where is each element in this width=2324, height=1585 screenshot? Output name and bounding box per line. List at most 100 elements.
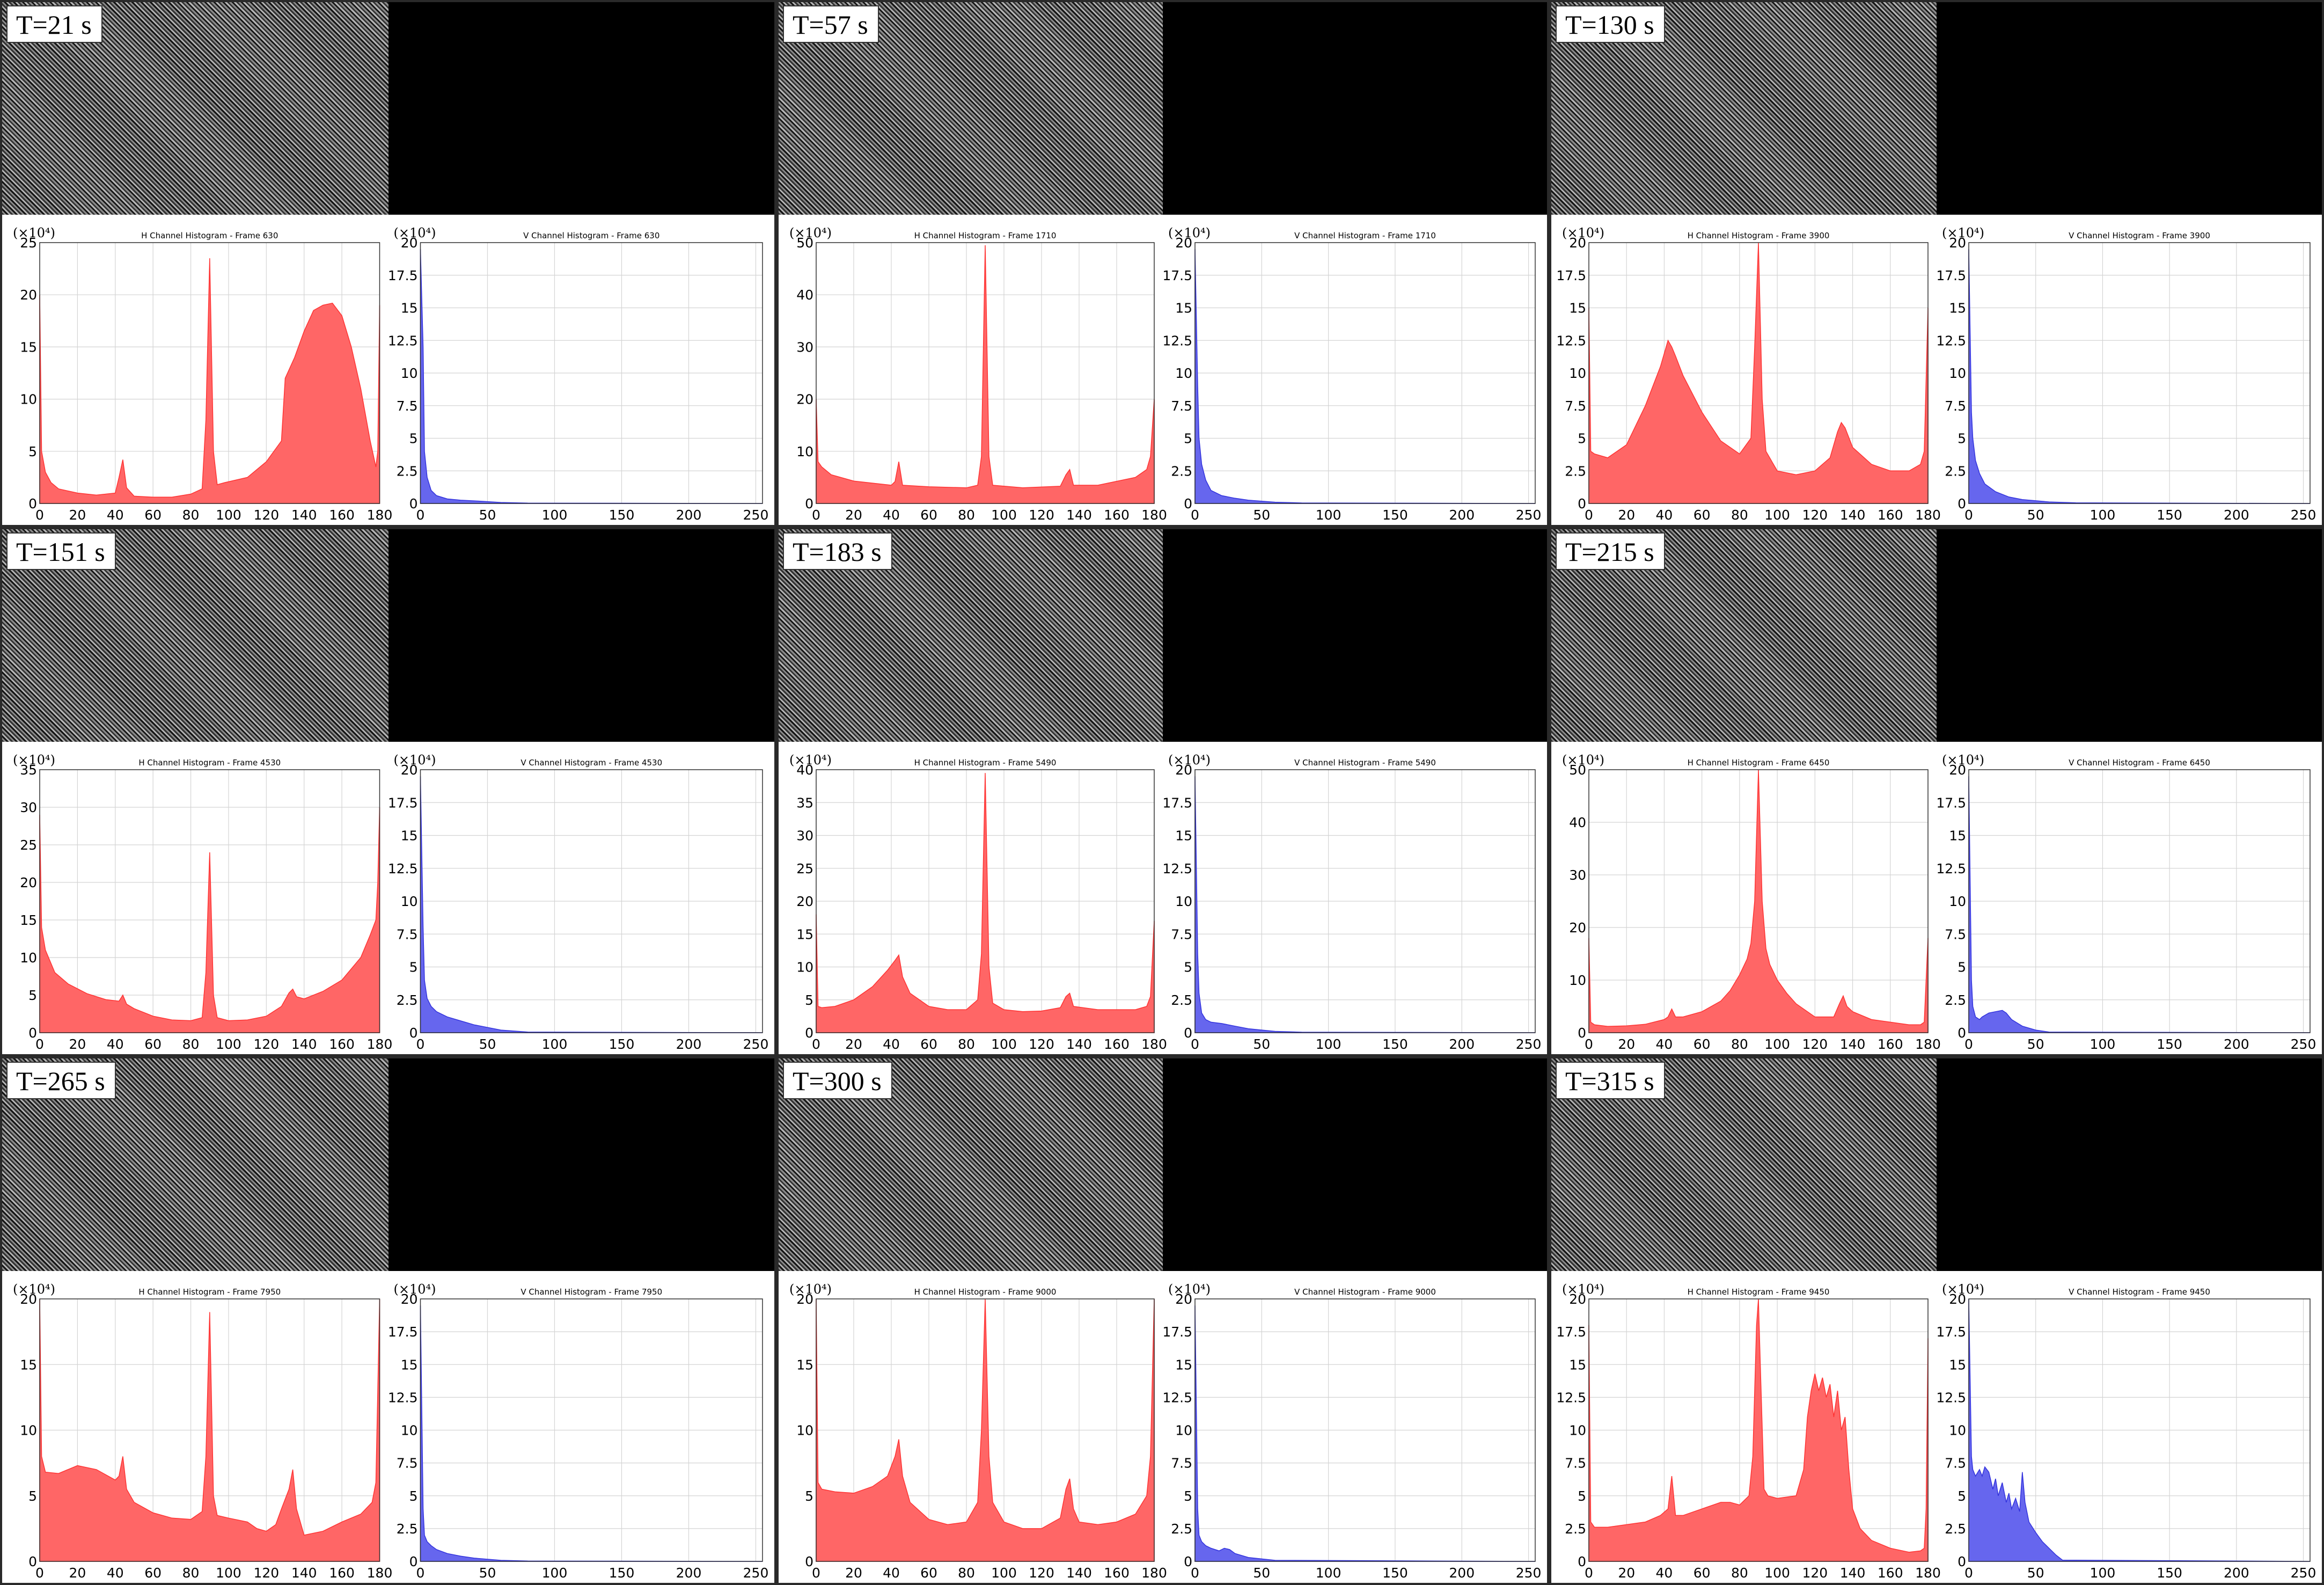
h-series-area bbox=[1588, 242, 1929, 504]
x-tick-label: 80 bbox=[182, 1036, 200, 1052]
x-tick-label: 180 bbox=[367, 507, 393, 523]
h-histogram-title: H Channel Histogram - Frame 9000 bbox=[914, 1287, 1057, 1297]
y-tick-label: 5 bbox=[28, 1488, 37, 1504]
frame-panel: T=21 s 0 20 40 60 80 100 120 140 160 180 0 5 10 15 20 25… bbox=[0, 0, 776, 527]
v-channel-image bbox=[388, 2, 774, 215]
x-tick-label: 0 bbox=[1964, 1565, 1973, 1581]
y-tick-label: 20 bbox=[20, 287, 37, 303]
x-tick-label: 60 bbox=[1693, 507, 1711, 523]
y-tick-label: 0 bbox=[1958, 1025, 1966, 1041]
y-tick-label: 0 bbox=[28, 1025, 37, 1041]
v-histogram-title: V Channel Histogram - Frame 9000 bbox=[1294, 1287, 1436, 1297]
frame-image-row bbox=[2, 1058, 774, 1271]
x-tick-label: 250 bbox=[2291, 507, 2316, 523]
x-tick-label: 250 bbox=[743, 1565, 769, 1581]
h-histogram-title: H Channel Histogram - Frame 7950 bbox=[138, 1287, 281, 1297]
y-tick-label: 2.5 bbox=[1945, 463, 1966, 479]
y-tick-label: 50 bbox=[796, 235, 813, 251]
h-histogram-plot: 0 20 40 60 80 100 120 140 160 180 0 5 10 15 20 H Channe… bbox=[13, 1282, 392, 1581]
x-tick-label: 150 bbox=[609, 1565, 635, 1581]
v-channel-image bbox=[1937, 2, 2322, 215]
frame-panel: T=300 s 0 20 40 60 80 100 120 140 160 180 0 5 10 15 20 H… bbox=[776, 1056, 1549, 1585]
y-tick-label: 5 bbox=[1184, 960, 1192, 975]
x-tick-label: 180 bbox=[1141, 1565, 1167, 1581]
x-tick-label: 140 bbox=[291, 1036, 317, 1052]
y-tick-label: 20 bbox=[1949, 762, 1966, 778]
x-tick-label: 120 bbox=[1802, 1565, 1828, 1581]
x-tick-label: 50 bbox=[1253, 507, 1270, 523]
x-tick-label: 150 bbox=[1382, 507, 1408, 523]
y-tick-label: 17.5 bbox=[1936, 795, 1966, 810]
x-tick-label: 150 bbox=[2157, 1565, 2182, 1581]
x-tick-label: 120 bbox=[253, 507, 279, 523]
y-tick-label: 7.5 bbox=[1945, 1456, 1966, 1471]
plot-frame bbox=[420, 242, 763, 504]
x-tick-label: 20 bbox=[845, 1565, 862, 1581]
y-tick-label: 20 bbox=[1175, 1291, 1192, 1307]
y-tick-label: 15 bbox=[1175, 828, 1192, 844]
y-tick-label: 12.5 bbox=[388, 333, 418, 348]
y-tick-label: 20 bbox=[1569, 1291, 1586, 1307]
v-series-area bbox=[1194, 249, 1536, 504]
y-tick-label: 10 bbox=[1569, 366, 1586, 381]
y-tick-label: 12.5 bbox=[1162, 861, 1192, 877]
time-label: T=300 s bbox=[783, 1062, 892, 1099]
y-tick-label: 2.5 bbox=[397, 463, 418, 479]
x-tick-label: 150 bbox=[609, 1036, 635, 1052]
y-multiplier-label: (×10⁴) bbox=[394, 225, 436, 240]
time-label: T=265 s bbox=[6, 1062, 116, 1099]
y-tick-label: 2.5 bbox=[1945, 1521, 1966, 1537]
x-tick-label: 140 bbox=[1066, 507, 1092, 523]
y-tick-label: 5 bbox=[1578, 431, 1586, 447]
frame-image-row bbox=[779, 529, 1547, 742]
x-tick-label: 20 bbox=[69, 1565, 86, 1581]
v-histogram-title: V Channel Histogram - Frame 9450 bbox=[2069, 1287, 2210, 1297]
h-histogram-plot: 0 20 40 60 80 100 120 140 160 180 0 10 20 30 40 50 H Cha… bbox=[789, 225, 1167, 523]
v-histogram-plot: 0 50 100 150 200 250 0 2.5 5 7.5 10 12.5 15 17.5 20 V C… bbox=[1936, 753, 2316, 1052]
x-tick-label: 0 bbox=[1585, 507, 1593, 523]
histogram-area: 0 20 40 60 80 100 120 140 160 180 0 5 10 15 20 25 30 35 40… bbox=[779, 744, 1547, 1054]
v-histogram-title: V Channel Histogram - Frame 5490 bbox=[1294, 758, 1436, 768]
x-tick-label: 180 bbox=[1141, 507, 1167, 523]
h-histogram-plot: 0 20 40 60 80 100 120 140 160 180 0 5 10 15 20 25 H Chan… bbox=[13, 225, 392, 523]
v-histogram-title: V Channel Histogram - Frame 3900 bbox=[2069, 231, 2210, 240]
h-histogram-plot: 0 20 40 60 80 100 120 140 160 180 0 10 20 30 40 50 H Cha… bbox=[1562, 753, 1941, 1052]
y-tick-label: 15 bbox=[20, 1357, 37, 1372]
x-tick-label: 80 bbox=[1731, 1565, 1748, 1581]
frame-image-row bbox=[1551, 2, 2322, 215]
x-tick-label: 180 bbox=[367, 1036, 393, 1052]
plot-frame bbox=[39, 242, 380, 504]
y-tick-label: 17.5 bbox=[388, 1324, 418, 1340]
x-tick-label: 0 bbox=[1964, 507, 1973, 523]
y-tick-label: 40 bbox=[1569, 815, 1586, 830]
y-tick-label: 0 bbox=[805, 1025, 813, 1041]
y-multiplier-label: (×10⁴) bbox=[13, 225, 55, 240]
x-tick-label: 50 bbox=[2027, 1565, 2044, 1581]
y-tick-label: 7.5 bbox=[397, 926, 418, 942]
y-tick-label: 40 bbox=[796, 762, 813, 778]
y-multiplier-label: (×10⁴) bbox=[1942, 1282, 1984, 1297]
x-tick-label: 100 bbox=[1764, 1036, 1790, 1052]
plot-frame bbox=[39, 769, 380, 1033]
v-series-area bbox=[1194, 776, 1536, 1033]
histogram-area: 0 20 40 60 80 100 120 140 160 180 0 2.5 5 7.5 10 12.5 15… bbox=[1551, 1273, 2322, 1583]
x-tick-label: 160 bbox=[1104, 1565, 1130, 1581]
y-tick-label: 0 bbox=[1184, 496, 1192, 512]
x-tick-label: 20 bbox=[69, 507, 86, 523]
v-histogram-plot: 0 50 100 150 200 250 0 2.5 5 7.5 10 12.5 15 17.5 20 V C… bbox=[1162, 1282, 1541, 1581]
y-tick-label: 25 bbox=[796, 861, 813, 877]
x-tick-label: 40 bbox=[107, 1036, 124, 1052]
y-tick-label: 5 bbox=[805, 1488, 813, 1504]
v-series-area bbox=[1968, 776, 2311, 1033]
x-tick-label: 0 bbox=[812, 507, 820, 523]
y-tick-label: 5 bbox=[28, 444, 37, 459]
histogram-area: 0 20 40 60 80 100 120 140 160 180 0 5 10 15 20 H Channe… bbox=[2, 1273, 774, 1583]
y-multiplier-label: (×10⁴) bbox=[789, 753, 832, 768]
y-tick-label: 35 bbox=[796, 795, 813, 810]
y-tick-label: 7.5 bbox=[1565, 1456, 1586, 1471]
x-tick-label: 140 bbox=[1840, 1565, 1866, 1581]
y-tick-label: 35 bbox=[20, 762, 37, 778]
y-tick-label: 15 bbox=[1569, 1357, 1586, 1372]
